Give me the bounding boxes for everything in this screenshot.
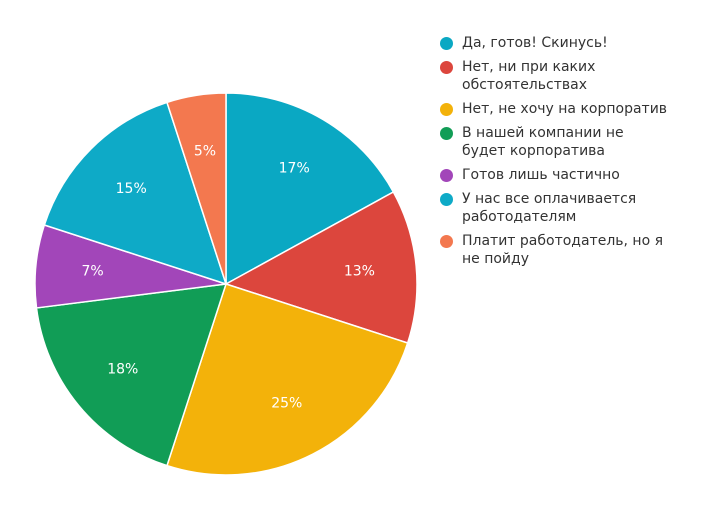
pie-slice-7[interactable]	[166, 92, 227, 285]
legend-swatch-icon	[440, 235, 453, 248]
pie-slice-label-5: 7%	[81, 263, 103, 279]
legend-swatch-icon	[440, 37, 453, 50]
legend-item-4[interactable]: В нашей компании не будет корпоратива	[440, 124, 695, 160]
pie-slice-label-6: 15%	[116, 181, 147, 197]
legend-label: Платит работодатель, но я не пойду	[462, 233, 664, 267]
pie-slice-label-1: 17%	[279, 161, 310, 177]
legend-item-3[interactable]: Нет, не хочу на корпоратив	[440, 100, 695, 118]
legend-item-5[interactable]: Готов лишь частично	[440, 166, 695, 184]
legend-item-2[interactable]: Нет, ни при каких обстоятельствах	[440, 58, 695, 94]
legend-label: Нет, не хочу на корпоратив	[462, 101, 668, 117]
pie-slice-label-4: 18%	[107, 361, 138, 377]
pie-slice-2[interactable]	[224, 190, 418, 344]
pie-slice-6[interactable]	[43, 101, 228, 286]
legend-item-6[interactable]: У нас все оплачивается работодателям	[440, 190, 695, 226]
legend-swatch-icon	[440, 193, 453, 206]
pie-slice-4[interactable]	[35, 283, 228, 467]
legend-label: Готов лишь частично	[462, 167, 620, 183]
pie-slice-label-7: 5%	[194, 144, 216, 160]
legend-swatch-icon	[440, 169, 453, 182]
legend-item-7[interactable]: Платит работодатель, но я не пойду	[440, 232, 695, 268]
legend-label: Нет, ни при каких обстоятельствах	[462, 59, 596, 93]
pie-slice-1[interactable]	[225, 92, 395, 286]
legend-label: Да, готов! Скинусь!	[462, 35, 608, 51]
legend-swatch-icon	[440, 61, 453, 74]
pie-slice-label-2: 13%	[344, 263, 375, 279]
pie-slice-3[interactable]	[166, 283, 409, 476]
pie-slice-label-3: 25%	[271, 395, 302, 411]
chart-legend: Да, готов! Скинусь! Нет, ни при каких обс…	[440, 34, 695, 274]
legend-label: В нашей компании не будет корпоратива	[462, 125, 624, 159]
legend-label: У нас все оплачивается работодателям	[462, 191, 637, 225]
legend-item-1[interactable]: Да, готов! Скинусь!	[440, 34, 695, 52]
legend-swatch-icon	[440, 127, 453, 140]
legend-swatch-icon	[440, 103, 453, 116]
